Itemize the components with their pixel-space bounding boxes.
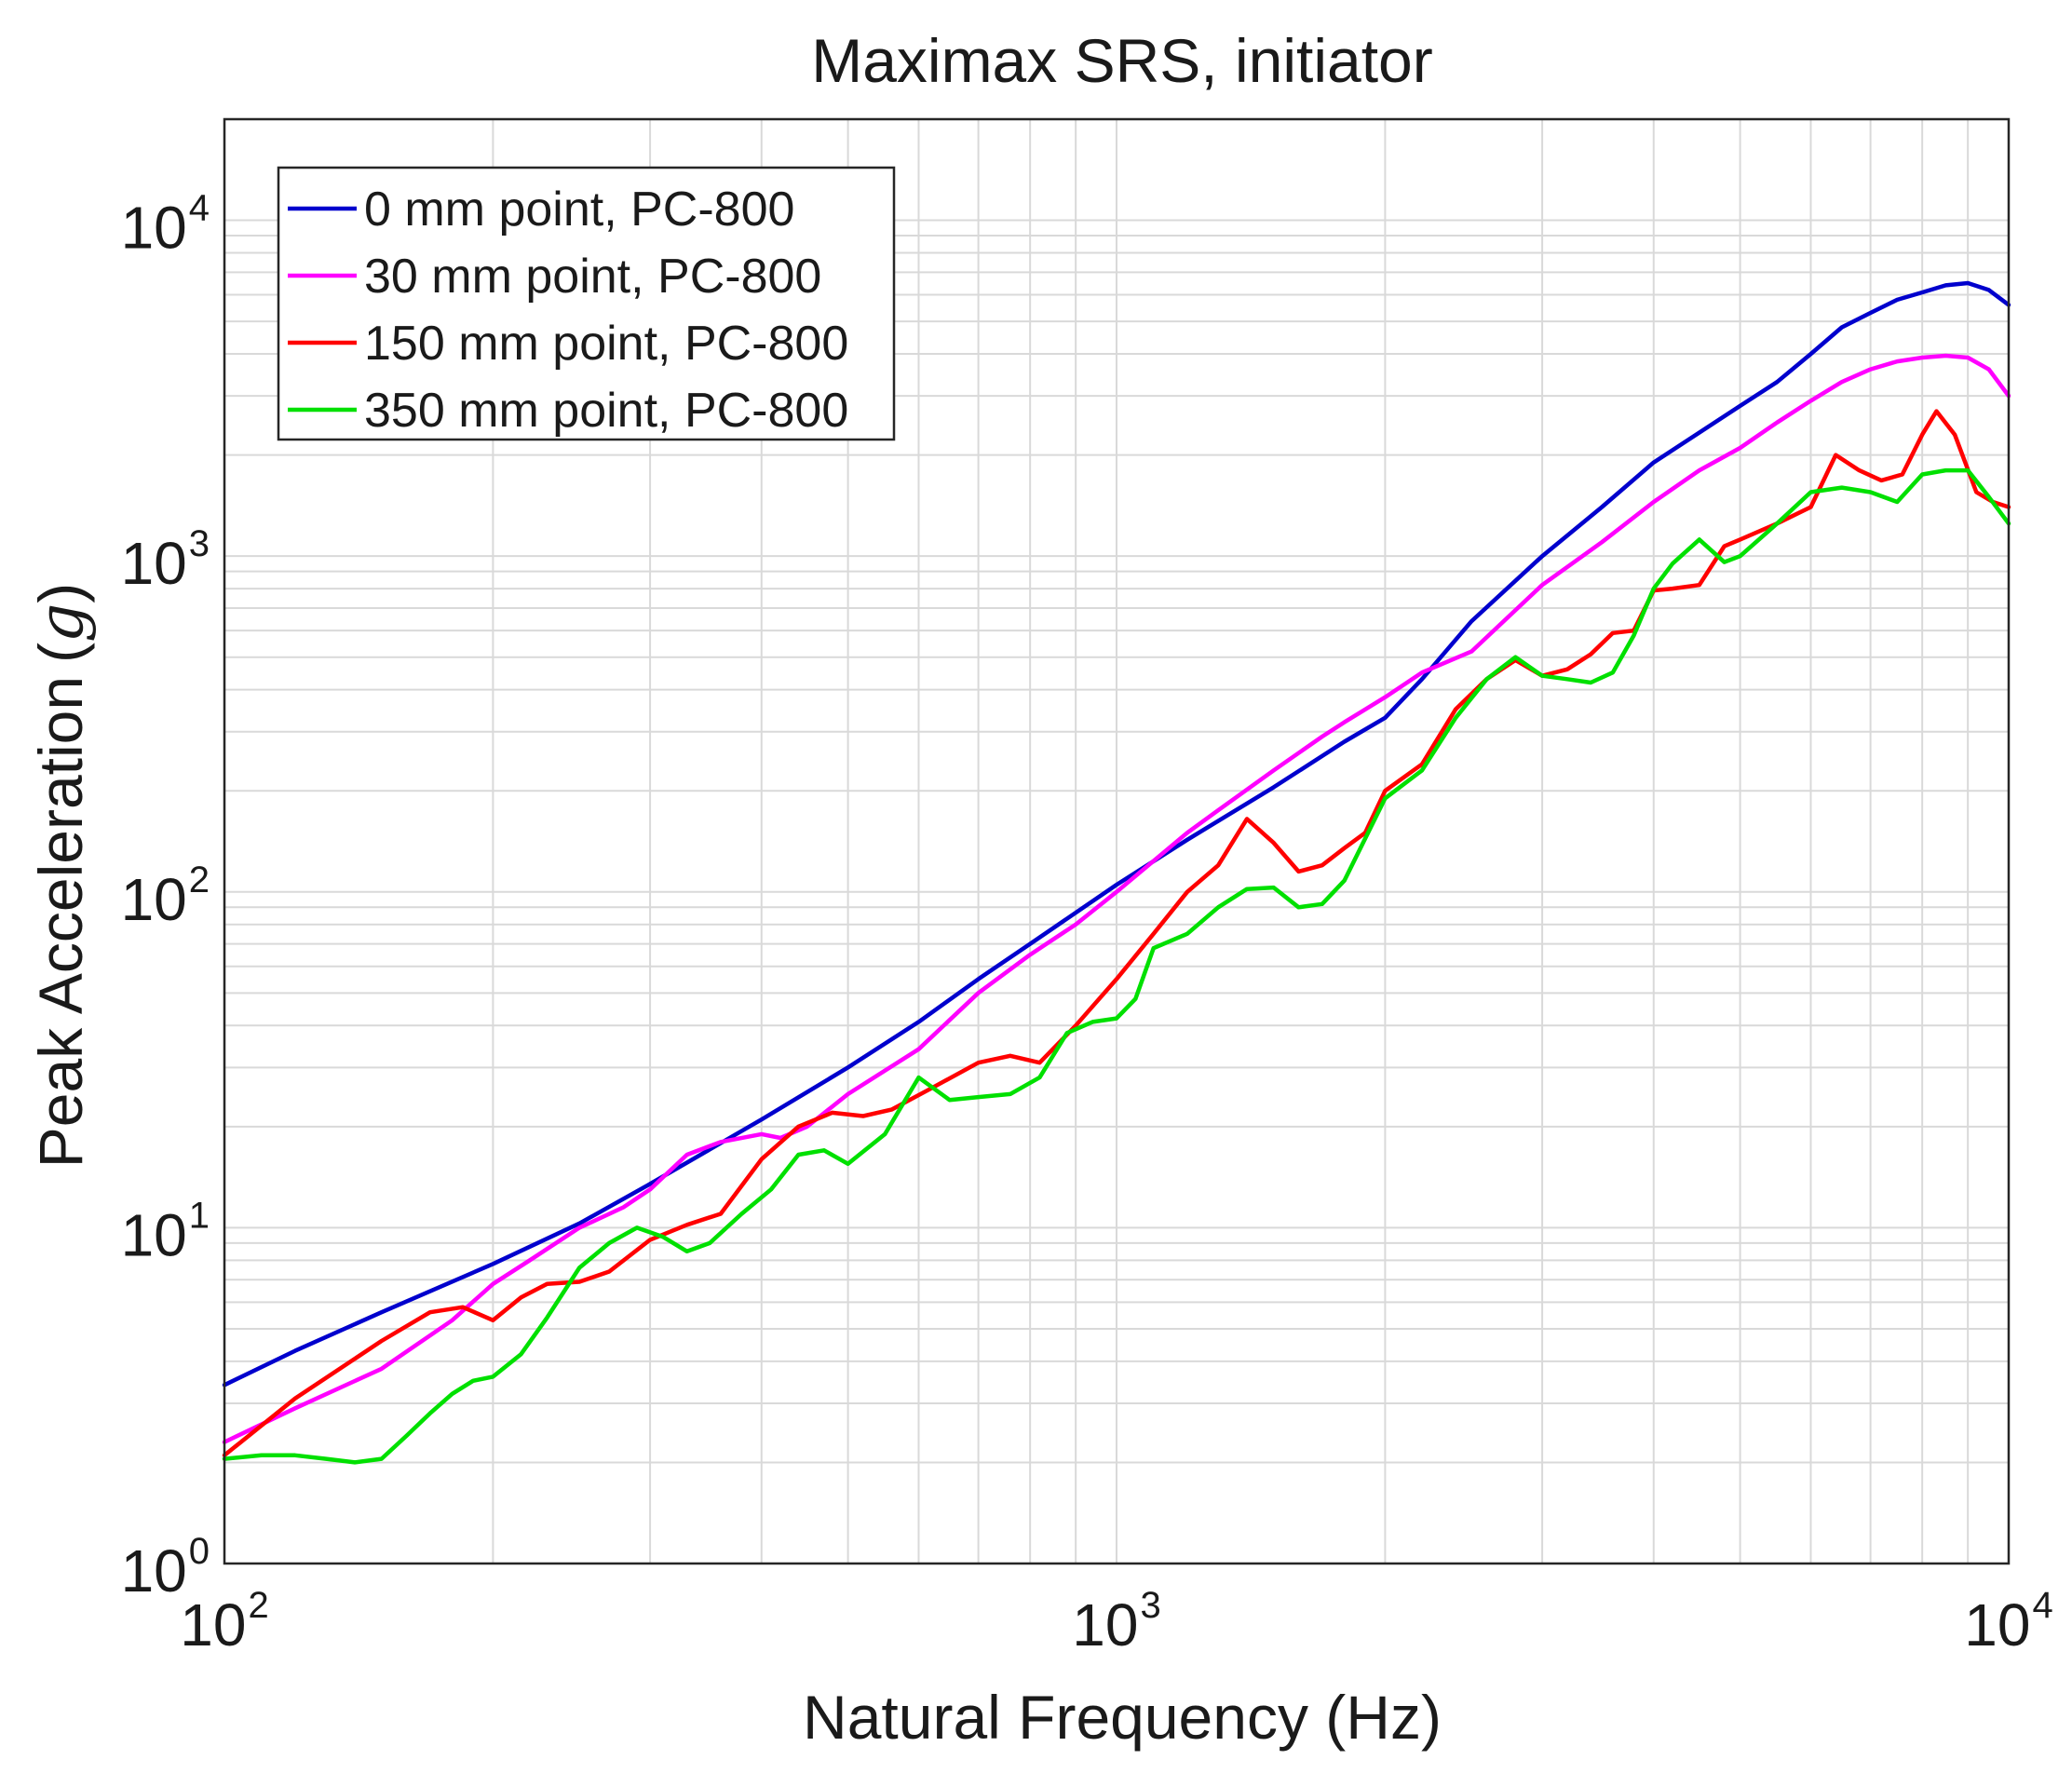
y-axis-title-close-paren: ) — [26, 583, 95, 603]
y-axis-title-text: Peak Acceleration — [26, 676, 95, 1168]
x-tick-label: 102 — [180, 1585, 268, 1658]
y-axis-title: Peak Acceleration (g) — [25, 583, 97, 1169]
legend: 0 mm point, PC-800 30 mm point, PC-800 150… — [277, 166, 896, 441]
legend-label-4: 350 mm point, PC-800 — [364, 384, 848, 438]
y-axis-title-open-paren: ( — [26, 643, 95, 663]
y-tick-label-base: 10 — [121, 866, 187, 933]
y-tick-label: 100 — [121, 1531, 210, 1604]
y-tick-label-base: 10 — [121, 1201, 187, 1268]
y-tick-label-exp: 1 — [189, 1195, 210, 1236]
chart-title: Maximax SRS, initiator — [811, 26, 1433, 95]
legend-label-2: 30 mm point, PC-800 — [364, 250, 821, 304]
y-tick-label: 101 — [121, 1195, 210, 1268]
x-tick-label-exp: 4 — [2032, 1585, 2052, 1626]
y-tick-label-exp: 3 — [189, 523, 210, 564]
plot-frame — [223, 117, 2011, 1565]
x-tick-labels: 102 103 104 — [180, 1585, 2052, 1658]
y-tick-label-exp: 2 — [189, 860, 210, 900]
x-tick-label-exp: 2 — [248, 1585, 268, 1626]
legend-label-3: 150 mm point, PC-800 — [364, 317, 848, 371]
x-tick-label-base: 10 — [1964, 1591, 2030, 1658]
x-tick-label: 103 — [1072, 1585, 1160, 1658]
y-tick-label: 104 — [121, 188, 210, 262]
y-tick-label-exp: 4 — [189, 188, 210, 229]
y-axis-unit: g — [25, 603, 97, 643]
y-tick-label: 103 — [121, 523, 210, 597]
series-line-3 — [222, 409, 2011, 1458]
x-tick-label: 104 — [1964, 1585, 2052, 1658]
series-lines — [222, 280, 2011, 1465]
x-axis-title: Natural Frequency (Hz) — [803, 1683, 1442, 1752]
x-tick-label-base: 10 — [180, 1591, 246, 1658]
legend-entries: 0 mm point, PC-800 30 mm point, PC-800 150… — [288, 183, 848, 438]
x-tick-label-base: 10 — [1072, 1591, 1138, 1658]
legend-label-1: 0 mm point, PC-800 — [364, 183, 794, 237]
x-tick-label-exp: 3 — [1140, 1585, 1160, 1626]
y-tick-label: 102 — [121, 860, 210, 933]
y-tick-label-base: 10 — [121, 530, 187, 597]
y-tick-label-base: 10 — [121, 1537, 187, 1604]
series-line-2 — [222, 353, 2011, 1444]
y-tick-label-exp: 0 — [189, 1531, 210, 1572]
series-line-4 — [222, 467, 2011, 1465]
legend-box — [277, 166, 896, 441]
y-tick-label-base: 10 — [121, 195, 187, 262]
